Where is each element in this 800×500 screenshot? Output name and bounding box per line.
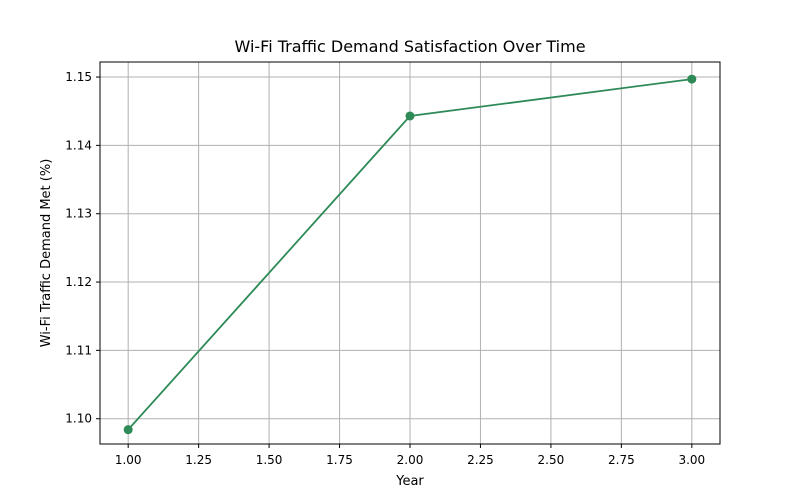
data-point <box>405 111 415 121</box>
x-tick-label: 2.00 <box>397 453 424 467</box>
x-tick-label: 1.25 <box>185 453 212 467</box>
y-tick-label: 1.15 <box>65 70 92 84</box>
x-tick-label: 1.75 <box>326 453 353 467</box>
x-tick-label: 1.00 <box>115 453 142 467</box>
y-tick-label: 1.13 <box>65 207 92 221</box>
y-axis-title: Wi-Fi Traffic Demand Met (%) <box>39 159 54 348</box>
x-axis-title: Year <box>395 474 424 489</box>
y-tick-label: 1.12 <box>65 275 92 289</box>
data-point <box>123 425 133 435</box>
x-tick-label: 2.50 <box>538 453 565 467</box>
x-tick-label: 2.25 <box>467 453 494 467</box>
tick-layer: 1.00 1.25 1.50 1.75 2.00 2.25 2.50 2.75 3.00 1.10… <box>65 70 705 467</box>
chart-title: Wi-Fi Traffic Demand Satisfaction Over T… <box>234 37 585 56</box>
grid-layer <box>100 62 720 444</box>
data-point <box>687 74 697 84</box>
x-tick-label: 1.50 <box>256 453 283 467</box>
y-tick-label: 1.10 <box>65 412 92 426</box>
y-tick-label: 1.11 <box>65 343 92 357</box>
series-layer <box>123 74 697 435</box>
x-tick-label: 2.75 <box>608 453 635 467</box>
x-tick-label: 3.00 <box>678 453 705 467</box>
y-tick-label: 1.14 <box>65 138 92 152</box>
